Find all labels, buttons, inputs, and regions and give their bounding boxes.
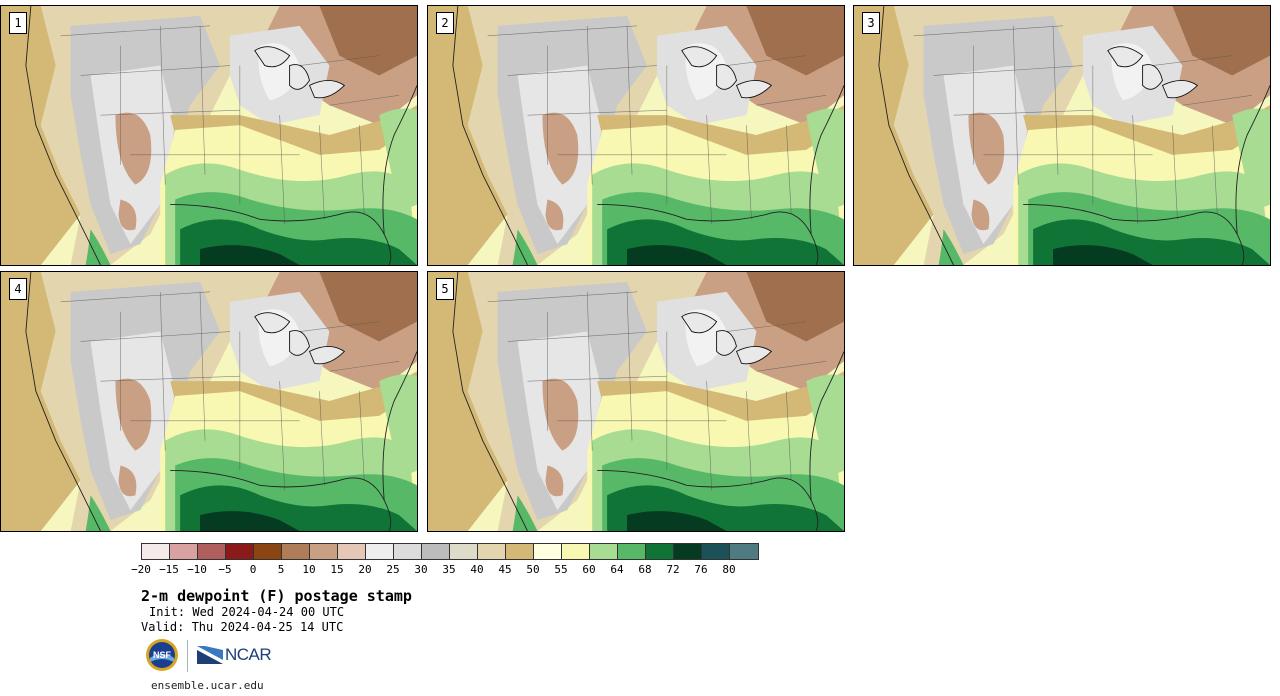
colorbar-tick-label: 35 (442, 563, 456, 576)
colorbar-swatch (226, 544, 254, 559)
colorbar-swatch (646, 544, 674, 559)
website-link[interactable]: ensemble.ucar.edu (151, 679, 264, 692)
colorbar (141, 543, 759, 560)
colorbar-swatch (590, 544, 618, 559)
colorbar-swatch (674, 544, 702, 559)
colorbar-swatch (338, 544, 366, 559)
dewpoint-map (428, 6, 844, 265)
member-label: 1 (9, 12, 27, 34)
colorbar-swatch (254, 544, 282, 559)
colorbar-tick-label: 30 (414, 563, 428, 576)
colorbar-tick-label: 64 (610, 563, 624, 576)
colorbar-swatch (282, 544, 310, 559)
sponsor-logos: NSF NCAR (145, 638, 275, 674)
member-5-map: 5 (427, 271, 845, 532)
colorbar-tick-label: −10 (187, 563, 207, 576)
valid-time: Valid: Thu 2024-04-25 14 UTC (141, 620, 344, 634)
colorbar-tick-label: 55 (554, 563, 568, 576)
colorbar-tick-label: 0 (249, 563, 257, 576)
dewpoint-map (1, 272, 417, 531)
member-label: 2 (436, 12, 454, 34)
colorbar-tick-label: 40 (470, 563, 484, 576)
dewpoint-map (428, 272, 844, 531)
svg-text:NSF: NSF (153, 650, 172, 660)
colorbar-tick-label: 80 (722, 563, 736, 576)
colorbar-swatch (198, 544, 226, 559)
dewpoint-map (1, 6, 417, 265)
member-2-map: 2 (427, 5, 845, 266)
colorbar-tick-label: 76 (694, 563, 708, 576)
plot-title: 2-m dewpoint (F) postage stamp (141, 587, 412, 605)
colorbar-swatch (562, 544, 590, 559)
colorbar-tick-label: 72 (666, 563, 680, 576)
colorbar-swatch (170, 544, 198, 559)
colorbar-tick-label: 25 (386, 563, 400, 576)
colorbar-ticks: −20 −15 −10 −5 0 5 10 15 20 25 30 35 40 45 50 55 60 64 68 7… (131, 563, 781, 577)
colorbar-tick-label: 15 (330, 563, 344, 576)
colorbar-swatch (702, 544, 730, 559)
colorbar-swatch (394, 544, 422, 559)
colorbar-tick-label: −15 (159, 563, 179, 576)
colorbar-swatch (450, 544, 478, 559)
colorbar-tick-label: 5 (277, 563, 285, 576)
colorbar-swatch (730, 544, 758, 559)
colorbar-tick-label: 60 (582, 563, 596, 576)
ncar-logo: NCAR (197, 644, 273, 668)
nsf-logo-icon: NSF (146, 639, 178, 671)
colorbar-swatch (310, 544, 338, 559)
member-label: 3 (862, 12, 880, 34)
member-1-map: 1 (0, 5, 418, 266)
colorbar-swatch (366, 544, 394, 559)
colorbar-swatch (422, 544, 450, 559)
colorbar-tick-label: 20 (358, 563, 372, 576)
colorbar-tick-label: 68 (638, 563, 652, 576)
colorbar-swatch (478, 544, 506, 559)
dewpoint-map (854, 6, 1270, 265)
member-label: 5 (436, 278, 454, 300)
colorbar-swatch (618, 544, 646, 559)
ncar-logo-text: NCAR (225, 645, 272, 664)
colorbar-tick-label: 50 (526, 563, 540, 576)
init-time: Init: Wed 2024-04-24 00 UTC (149, 605, 345, 619)
colorbar-swatch (506, 544, 534, 559)
member-label: 4 (9, 278, 27, 300)
colorbar-tick-label: 10 (302, 563, 316, 576)
member-3-map: 3 (853, 5, 1271, 266)
colorbar-tick-label: −20 (131, 563, 151, 576)
colorbar-tick-label: −5 (218, 563, 232, 576)
colorbar-tick-label: 45 (498, 563, 512, 576)
logo-divider (187, 640, 188, 672)
colorbar-swatch (534, 544, 562, 559)
member-4-map: 4 (0, 271, 418, 532)
ncar-mark-icon (197, 646, 223, 664)
colorbar-swatch (142, 544, 170, 559)
